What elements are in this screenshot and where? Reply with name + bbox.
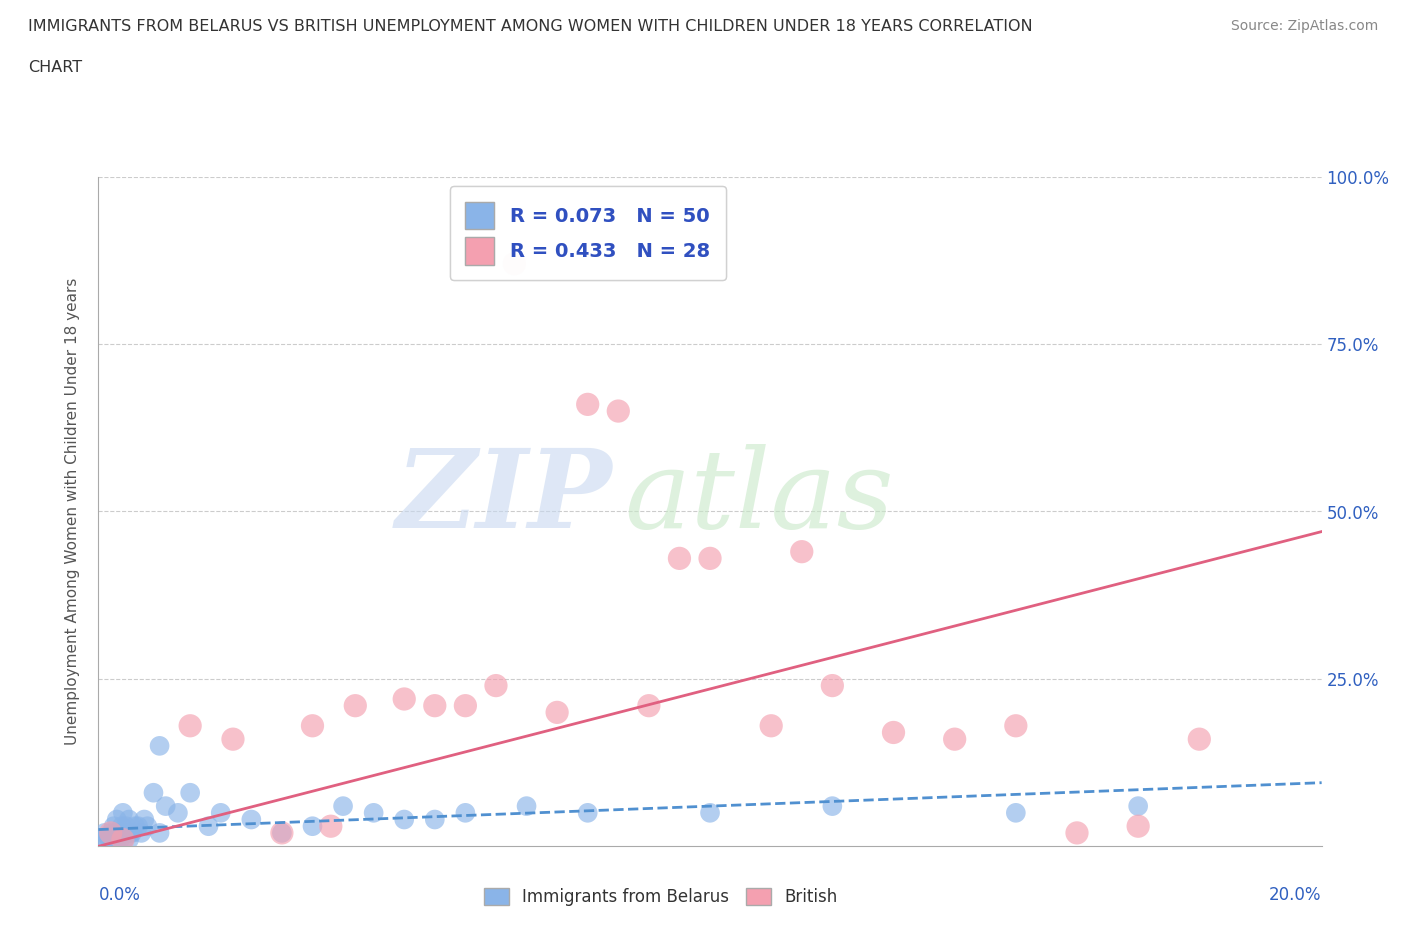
Point xyxy=(332,799,354,814)
Y-axis label: Unemployment Among Women with Children Under 18 years: Unemployment Among Women with Children U… xyxy=(65,278,80,745)
Point xyxy=(607,404,630,418)
Point xyxy=(222,732,245,747)
Point xyxy=(100,826,122,841)
Point xyxy=(270,826,294,841)
Point xyxy=(1128,818,1150,833)
Point xyxy=(392,812,416,827)
Point xyxy=(93,826,115,841)
Point xyxy=(107,826,129,841)
Point xyxy=(301,718,323,733)
Point xyxy=(104,826,127,841)
Point xyxy=(1188,732,1211,747)
Point xyxy=(319,818,342,833)
Point xyxy=(121,826,143,841)
Text: 0.0%: 0.0% xyxy=(98,886,141,905)
Point xyxy=(516,799,538,814)
Point xyxy=(129,826,152,841)
Point xyxy=(155,799,177,814)
Point xyxy=(112,832,135,847)
Point xyxy=(209,805,232,820)
Point xyxy=(699,551,721,565)
Point xyxy=(240,812,263,827)
Point xyxy=(111,818,134,833)
Point xyxy=(108,832,131,847)
Point xyxy=(392,692,416,707)
Point xyxy=(136,818,159,833)
Point xyxy=(699,805,721,820)
Point xyxy=(1004,718,1026,733)
Point xyxy=(485,678,508,693)
Point xyxy=(100,826,122,841)
Point xyxy=(301,818,323,833)
Point xyxy=(821,799,844,814)
Point xyxy=(761,718,783,733)
Point xyxy=(454,698,477,713)
Point xyxy=(117,826,139,841)
Point xyxy=(1066,826,1088,841)
Point xyxy=(149,826,172,841)
Point xyxy=(821,678,844,693)
Point xyxy=(115,818,138,833)
Point xyxy=(105,812,128,827)
Point xyxy=(127,818,149,833)
Text: IMMIGRANTS FROM BELARUS VS BRITISH UNEMPLOYMENT AMONG WOMEN WITH CHILDREN UNDER : IMMIGRANTS FROM BELARUS VS BRITISH UNEMP… xyxy=(28,19,1033,33)
Point xyxy=(134,812,156,827)
Point xyxy=(98,832,121,847)
Text: Source: ZipAtlas.com: Source: ZipAtlas.com xyxy=(1230,19,1378,33)
Point xyxy=(149,738,172,753)
Text: 20.0%: 20.0% xyxy=(1270,886,1322,905)
Point xyxy=(883,725,905,740)
Point xyxy=(423,812,446,827)
Point xyxy=(111,832,134,847)
Point xyxy=(576,397,599,412)
Point xyxy=(197,818,219,833)
Point xyxy=(111,826,134,841)
Point xyxy=(179,785,201,800)
Point xyxy=(101,832,124,847)
Point xyxy=(179,718,201,733)
Point xyxy=(1128,799,1150,814)
Point xyxy=(270,826,294,841)
Point xyxy=(454,805,477,820)
Text: atlas: atlas xyxy=(624,445,894,551)
Point xyxy=(1004,805,1026,820)
Point xyxy=(94,835,117,850)
Point xyxy=(118,812,141,827)
Point xyxy=(790,544,813,559)
Point xyxy=(638,698,661,713)
Text: ZIP: ZIP xyxy=(395,445,612,551)
Point xyxy=(124,818,146,833)
Point xyxy=(111,805,134,820)
Point xyxy=(97,829,120,844)
Point xyxy=(344,698,367,713)
Point xyxy=(423,698,446,713)
Point xyxy=(576,805,599,820)
Point xyxy=(120,826,142,841)
Point xyxy=(546,705,568,720)
Point xyxy=(105,832,128,847)
Point xyxy=(142,785,165,800)
Point xyxy=(943,732,966,747)
Point xyxy=(90,832,112,847)
Legend: R = 0.073   N = 50, R = 0.433   N = 28: R = 0.073 N = 50, R = 0.433 N = 28 xyxy=(450,186,725,280)
Point xyxy=(668,551,690,565)
Point xyxy=(503,257,526,272)
Point xyxy=(167,805,190,820)
Point xyxy=(363,805,385,820)
Text: CHART: CHART xyxy=(28,60,82,75)
Point xyxy=(103,818,125,833)
Point xyxy=(118,832,141,847)
Legend: Immigrants from Belarus, British: Immigrants from Belarus, British xyxy=(478,881,844,912)
